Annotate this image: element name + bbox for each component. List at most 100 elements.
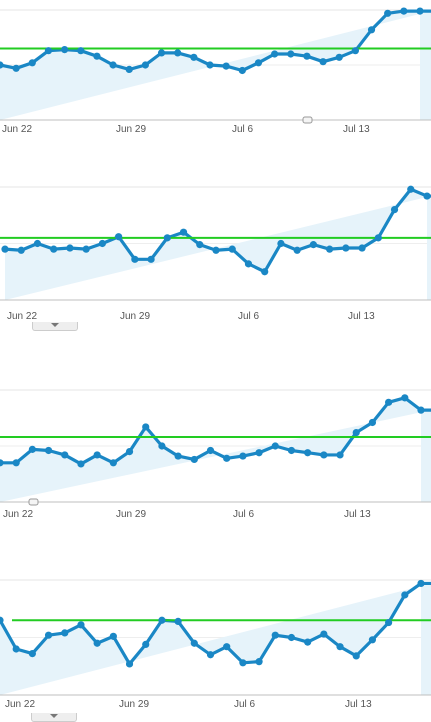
data-point[interactable] (125, 448, 134, 456)
data-point[interactable] (336, 451, 344, 459)
data-point[interactable] (320, 630, 328, 638)
data-point[interactable] (82, 245, 90, 253)
data-point[interactable] (367, 26, 376, 34)
data-point[interactable] (401, 591, 409, 599)
data-point[interactable] (223, 643, 231, 651)
data-point[interactable] (368, 636, 377, 644)
data-point[interactable] (271, 631, 279, 639)
data-point[interactable] (33, 239, 42, 248)
data-point[interactable] (368, 418, 377, 427)
data-point[interactable] (287, 446, 296, 455)
data-point[interactable] (238, 66, 246, 75)
annotation-marker[interactable] (28, 498, 39, 506)
data-point[interactable] (109, 459, 117, 467)
data-point[interactable] (66, 244, 74, 252)
data-point[interactable] (190, 53, 198, 61)
data-point[interactable] (125, 660, 134, 668)
data-point[interactable] (61, 451, 69, 459)
data-point[interactable] (115, 233, 123, 241)
collapse-toggle-icon[interactable] (32, 322, 78, 331)
data-point[interactable] (342, 244, 350, 252)
data-point[interactable] (50, 245, 58, 253)
data-point[interactable] (351, 47, 359, 55)
data-point[interactable] (157, 49, 166, 57)
data-point[interactable] (271, 442, 279, 450)
data-point[interactable] (0, 61, 4, 69)
data-point[interactable] (28, 59, 36, 67)
data-point[interactable] (61, 46, 69, 54)
data-point[interactable] (239, 659, 247, 667)
data-point[interactable] (244, 260, 253, 268)
data-point[interactable] (142, 423, 150, 431)
data-point[interactable] (304, 449, 312, 457)
data-point[interactable] (352, 652, 360, 660)
data-point[interactable] (1, 245, 9, 253)
data-point[interactable] (401, 394, 409, 402)
data-point[interactable] (228, 245, 236, 253)
data-point[interactable] (385, 398, 393, 406)
data-point[interactable] (206, 651, 215, 659)
data-point[interactable] (141, 61, 149, 69)
data-point[interactable] (417, 579, 425, 588)
data-point[interactable] (142, 640, 150, 648)
data-point[interactable] (174, 617, 182, 625)
data-point[interactable] (319, 58, 327, 66)
data-point[interactable] (239, 452, 247, 460)
data-point[interactable] (12, 645, 20, 653)
data-point[interactable] (131, 255, 139, 263)
data-point[interactable] (326, 245, 334, 253)
data-point[interactable] (190, 455, 198, 464)
data-point[interactable] (261, 268, 269, 276)
data-point[interactable] (358, 244, 366, 252)
data-point[interactable] (179, 228, 188, 236)
data-point[interactable] (77, 460, 85, 468)
data-point[interactable] (93, 451, 101, 459)
data-point[interactable] (335, 53, 343, 61)
data-point[interactable] (336, 643, 344, 651)
data-point[interactable] (385, 618, 393, 627)
data-point[interactable] (77, 621, 85, 629)
data-point[interactable] (384, 9, 392, 17)
data-point[interactable] (125, 65, 133, 73)
data-point[interactable] (61, 629, 69, 637)
data-point[interactable] (206, 446, 215, 455)
data-point[interactable] (223, 454, 231, 462)
data-point[interactable] (0, 616, 4, 624)
data-point[interactable] (390, 206, 399, 214)
data-point[interactable] (287, 50, 295, 58)
data-point[interactable] (158, 616, 166, 624)
data-point[interactable] (93, 52, 101, 60)
data-point[interactable] (309, 241, 317, 249)
data-point[interactable] (304, 638, 312, 646)
data-point[interactable] (277, 239, 285, 248)
data-point[interactable] (174, 452, 182, 460)
data-point[interactable] (17, 246, 25, 254)
data-point[interactable] (44, 631, 53, 639)
data-point[interactable] (174, 49, 182, 57)
data-point[interactable] (255, 449, 263, 457)
data-point[interactable] (44, 446, 53, 455)
data-point[interactable] (303, 52, 311, 60)
data-point[interactable] (163, 234, 171, 242)
data-point[interactable] (254, 59, 263, 67)
data-point[interactable] (44, 47, 53, 55)
data-point[interactable] (423, 192, 431, 200)
data-point[interactable] (147, 255, 155, 263)
data-point[interactable] (417, 406, 425, 414)
data-point[interactable] (206, 61, 214, 69)
data-point[interactable] (28, 650, 36, 658)
data-point[interactable] (374, 234, 382, 242)
data-point[interactable] (93, 639, 101, 647)
data-point[interactable] (320, 451, 328, 459)
data-point[interactable] (12, 459, 20, 467)
data-point[interactable] (400, 7, 408, 15)
data-point[interactable] (293, 246, 301, 254)
data-point[interactable] (287, 633, 296, 642)
data-point[interactable] (98, 239, 106, 248)
data-point[interactable] (190, 639, 198, 647)
data-point[interactable] (0, 459, 4, 467)
data-point[interactable] (158, 442, 166, 450)
data-point[interactable] (77, 47, 85, 55)
data-point[interactable] (407, 185, 415, 193)
data-point[interactable] (196, 241, 204, 249)
